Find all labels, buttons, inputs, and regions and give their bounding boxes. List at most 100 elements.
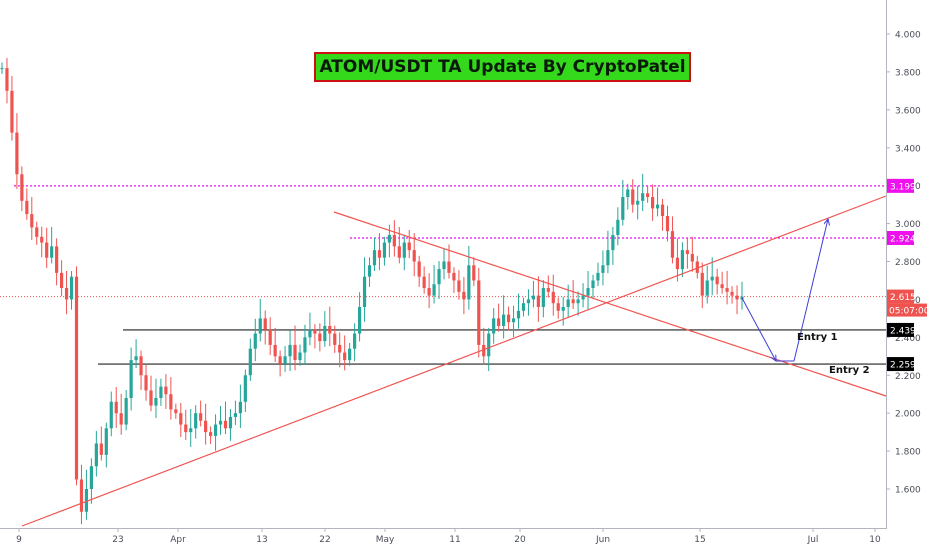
candle-body	[204, 420, 208, 433]
candle-body	[472, 265, 476, 281]
candle-body	[581, 295, 585, 300]
candle-body	[25, 200, 29, 215]
candle-body	[243, 375, 247, 402]
candle-body	[571, 299, 575, 304]
candle-body	[551, 291, 555, 304]
candle-body	[536, 295, 540, 307]
projection-arrow-up	[793, 219, 828, 362]
candle-body	[651, 197, 655, 209]
candle-body	[99, 443, 103, 455]
time-tick-label: 15	[694, 535, 705, 545]
candle-body	[208, 432, 213, 436]
time-tick-label: 13	[256, 535, 267, 545]
candle-body	[213, 424, 218, 436]
candle-body	[720, 284, 724, 289]
candle-body	[134, 356, 138, 361]
candle-body	[497, 318, 501, 326]
candle-body	[576, 299, 580, 304]
projection-arrow-down	[741, 297, 776, 361]
price-tick-label: 1.600	[895, 486, 921, 496]
price-marker-label: 2.924	[890, 234, 916, 244]
candle-body	[442, 261, 446, 270]
time-tick-label: May	[376, 535, 395, 545]
candle-body	[705, 280, 709, 296]
time-tick-label: 9	[16, 535, 22, 545]
candle-body	[462, 291, 466, 300]
price-marker-badge	[887, 289, 914, 304]
candle-body	[124, 398, 128, 425]
candle-body	[730, 291, 734, 296]
candle-body	[199, 413, 203, 421]
price-marker-label: 3.199	[890, 182, 916, 192]
candle-body	[35, 227, 39, 237]
candle-body	[15, 132, 19, 175]
candle-body	[387, 234, 391, 243]
countdown-badge	[887, 303, 927, 317]
candle-body	[218, 420, 223, 425]
candle-body	[323, 325, 327, 342]
candle-body	[725, 288, 729, 292]
price-tick-label: 2.200	[895, 372, 921, 382]
candle-body	[20, 174, 24, 201]
candle-body	[79, 479, 84, 512]
price-tick-label: 4.000	[895, 31, 921, 41]
candle-body	[566, 299, 570, 307]
candle-body	[179, 413, 183, 425]
descending-trendline	[333, 211, 887, 397]
candle-body	[665, 216, 670, 232]
candle-body	[233, 413, 238, 417]
candle-body	[248, 348, 252, 376]
candle-body	[55, 246, 59, 273]
candle-body	[293, 344, 297, 361]
candle-body	[631, 189, 635, 205]
candle-body	[328, 325, 332, 334]
candle-body	[154, 398, 158, 406]
price-marker-badge	[887, 322, 914, 337]
candle-body	[601, 265, 605, 273]
candle-body	[591, 280, 595, 289]
candle-body	[690, 253, 694, 262]
candle-body	[288, 344, 292, 357]
candle-body	[169, 394, 173, 410]
candle-body	[144, 375, 148, 391]
candle-body	[432, 284, 436, 296]
candle-body	[59, 272, 64, 289]
price-tick-label: 3.000	[895, 220, 921, 230]
candle-body	[348, 348, 352, 361]
candle-body	[362, 276, 367, 307]
candle-body	[531, 295, 536, 300]
candle-body	[611, 234, 615, 251]
candle-body	[45, 242, 49, 258]
candle-body	[586, 288, 590, 296]
countdown-label: 05:07:00	[889, 307, 930, 317]
candle-body	[5, 68, 9, 91]
candle-body	[129, 360, 133, 398]
price-marker-label: 2.259	[890, 361, 916, 371]
candle-body	[526, 299, 531, 304]
chart-title: ATOM/USDT TA Update By CryptoPatel	[314, 52, 691, 82]
candle-body	[159, 386, 163, 398]
time-tick-label: Jun	[595, 535, 610, 545]
time-tick-label: 23	[112, 535, 123, 545]
time-tick-label: 10	[869, 535, 881, 545]
price-tick-label: 2.800	[895, 258, 921, 268]
candle-body	[675, 257, 680, 270]
candle-body	[685, 250, 689, 254]
time-tick-label: 20	[514, 535, 526, 545]
price-tick-label: 3.600	[895, 106, 921, 116]
price-tick-label: 3.400	[895, 144, 921, 154]
candle-body	[397, 246, 401, 258]
candle-body	[700, 272, 704, 296]
candle-body	[561, 307, 565, 311]
time-tick-label: 11	[449, 535, 460, 545]
candle-body	[516, 310, 521, 319]
candle-body	[333, 333, 337, 345]
entry-1-label: Entry 1	[797, 332, 838, 343]
candle-body	[447, 261, 451, 273]
candle-body	[164, 386, 168, 395]
candle-body	[50, 246, 54, 258]
candle-body	[30, 214, 34, 228]
candle-body	[502, 314, 506, 326]
